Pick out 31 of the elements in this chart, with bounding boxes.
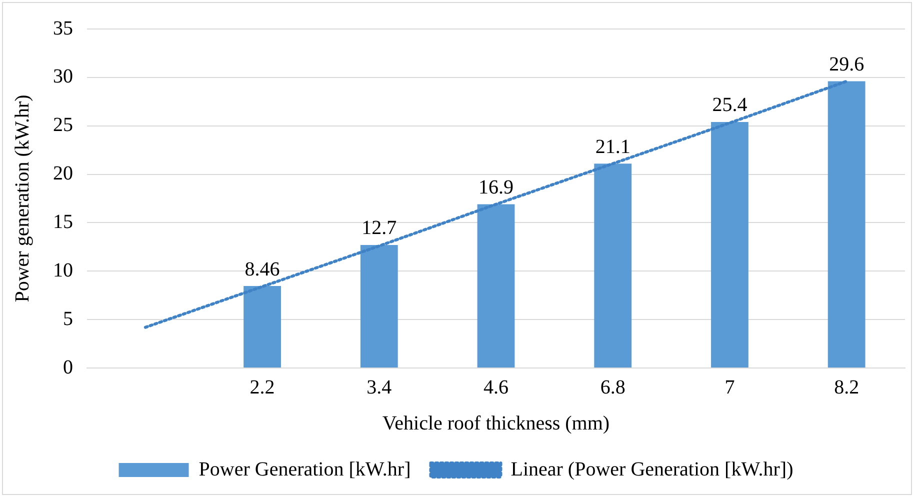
x-tick-label: 3.4 bbox=[366, 376, 392, 398]
y-tick-label: 30 bbox=[53, 66, 73, 88]
y-tick-label: 15 bbox=[53, 210, 73, 233]
x-tick-label: 4.6 bbox=[484, 376, 508, 398]
data-label: 29.6 bbox=[829, 54, 864, 76]
bar bbox=[360, 244, 398, 368]
data-label: 21.1 bbox=[595, 136, 630, 158]
x-tick-label: 7 bbox=[724, 376, 735, 398]
bar bbox=[594, 164, 632, 368]
y-tick-label: 35 bbox=[53, 17, 73, 40]
line-series bbox=[144, 80, 848, 329]
legend-label: Power Generation [kW.hr] bbox=[198, 458, 411, 480]
y-tick-label: 25 bbox=[53, 114, 73, 136]
data-label: 16.9 bbox=[478, 176, 514, 199]
y-tick-label: 20 bbox=[53, 162, 73, 185]
y-tick-label: 0 bbox=[63, 356, 73, 378]
y-tick-label: 5 bbox=[63, 308, 73, 330]
data-label: 8.46 bbox=[244, 258, 280, 280]
bar bbox=[244, 286, 281, 368]
bar bbox=[711, 122, 748, 368]
x-axis-title: Vehicle roof thickness (mm) bbox=[382, 412, 610, 434]
x-tick-label: 2.2 bbox=[250, 376, 275, 398]
data-label: 25.4 bbox=[712, 94, 748, 116]
bar bbox=[828, 81, 866, 368]
bar bbox=[477, 204, 515, 368]
data-label: 12.7 bbox=[362, 217, 397, 240]
legend-label: Linear (Power Generation [kW.hr]) bbox=[510, 458, 794, 480]
x-tick-label: 6.8 bbox=[600, 376, 626, 398]
x-tick-label: 8.2 bbox=[834, 376, 860, 398]
y-tick-label: 10 bbox=[53, 259, 73, 282]
y-axis-title: Power generation (kW.hr) bbox=[11, 94, 34, 302]
